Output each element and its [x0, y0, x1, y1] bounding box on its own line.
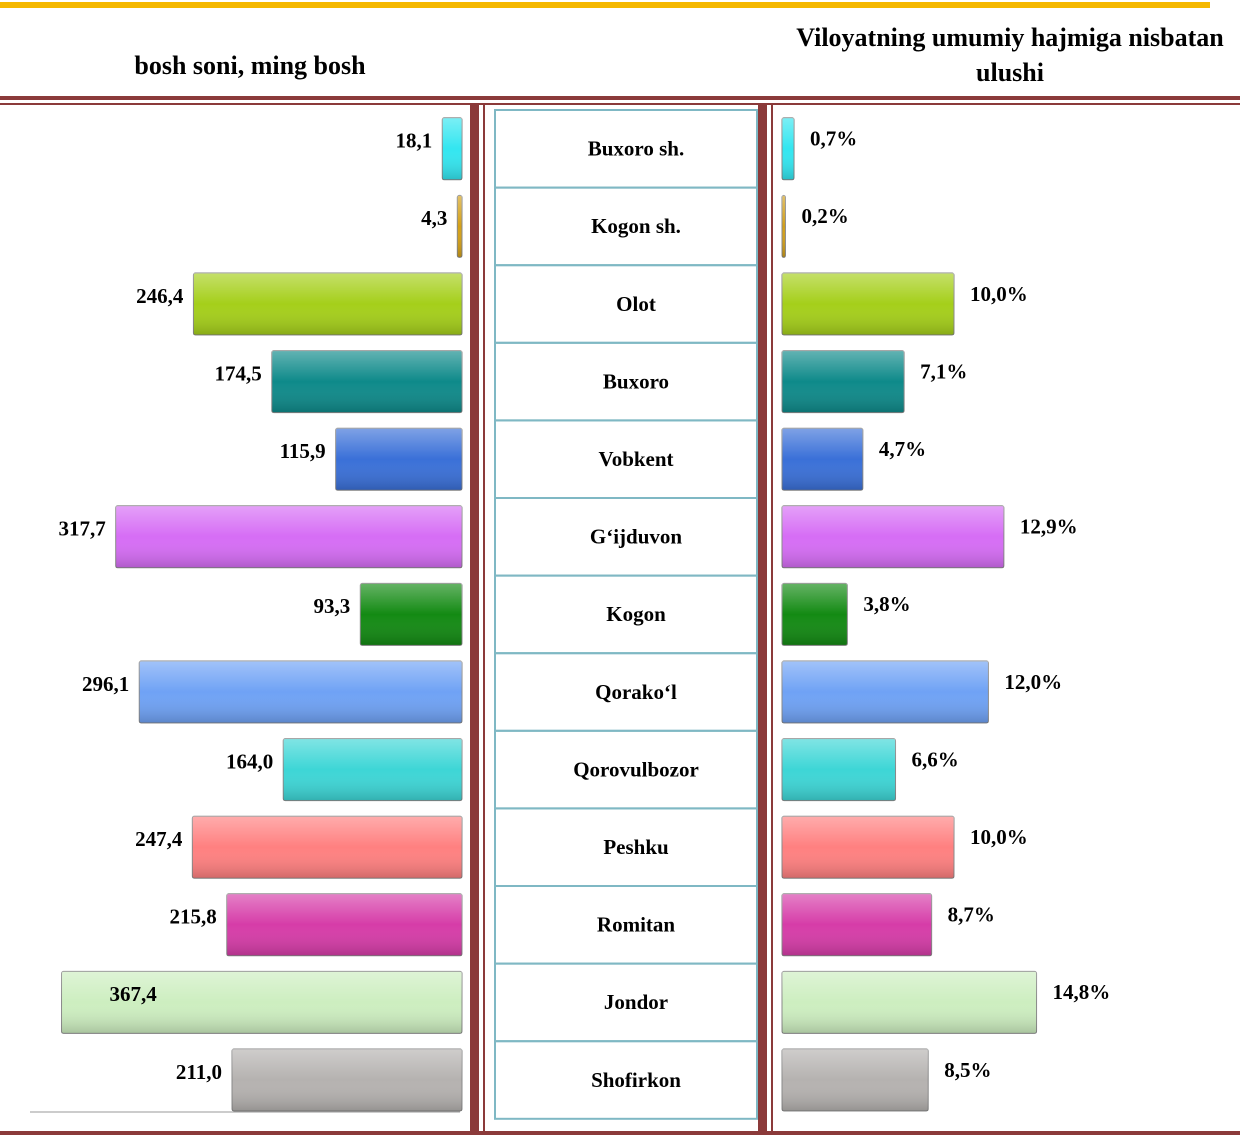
value-label: 164,0 [226, 749, 273, 773]
bar-shade [782, 1049, 929, 1111]
value-label: 12,0% [1004, 670, 1062, 694]
bar-shade [61, 971, 463, 1034]
value-label: 10,0% [970, 282, 1028, 306]
value-label: 4,3 [421, 206, 447, 230]
bar-shade [192, 816, 463, 879]
category-label: Peshku [603, 835, 669, 859]
divider [758, 105, 767, 1131]
value-label: 18,1 [396, 129, 433, 153]
bar-shade [782, 195, 786, 258]
bottom-rule [0, 1131, 1240, 1135]
left-header: bosh soni, ming bosh [134, 51, 366, 80]
right-header: Viloyatning umumiy hajmiga nisbatan ulus… [796, 23, 1224, 87]
bar-shade [782, 661, 989, 723]
value-label: 10,0% [970, 825, 1028, 849]
value-label: 0,7% [810, 127, 857, 151]
value-label: 8,7% [948, 903, 995, 927]
category-label: Romitan [597, 913, 675, 937]
bar-shade [335, 428, 462, 491]
value-label: 115,9 [280, 439, 326, 463]
bar-shade [782, 350, 905, 413]
header-rule [0, 103, 1240, 105]
category-label: Qorako‘l [595, 680, 677, 704]
value-label: 8,5% [944, 1058, 991, 1082]
value-label: 12,9% [1020, 515, 1078, 539]
value-label: 215,8 [170, 905, 217, 929]
category-label: Buxoro sh. [588, 137, 684, 161]
bar-shade [139, 661, 462, 723]
value-label: 3,8% [863, 592, 910, 616]
bar-shade [782, 738, 896, 801]
category-label: Olot [616, 292, 656, 316]
value-label: 211,0 [176, 1060, 222, 1084]
divider [470, 105, 479, 1131]
category-label: Buxoro [603, 369, 669, 393]
category-cell [494, 1040, 758, 1120]
value-label: 4,7% [879, 437, 926, 461]
category-label: Jondor [604, 990, 668, 1014]
value-label: 317,7 [58, 517, 105, 541]
bar-shade [226, 893, 462, 956]
bar-shade [782, 117, 795, 180]
value-label: 247,4 [135, 827, 183, 851]
value-label: 93,3 [314, 594, 351, 618]
bar-shade [271, 350, 462, 413]
category-label: G‘ijduvon [590, 525, 683, 549]
bar-shade [193, 273, 462, 335]
value-label: 14,8% [1053, 980, 1111, 1004]
value-label: 6,6% [912, 747, 959, 771]
bar-shade [283, 738, 462, 801]
category-label: Vobkent [598, 447, 673, 471]
category-label: Kogon [606, 602, 666, 626]
bar-shade [782, 505, 1004, 568]
bar-shade [232, 1049, 462, 1111]
bar-shade [115, 505, 462, 568]
bar-shade [782, 816, 954, 879]
value-label: 367,4 [110, 982, 158, 1006]
bar-shade [457, 195, 462, 258]
value-label: 0,2% [801, 204, 848, 228]
bar-shade [782, 893, 932, 956]
bar-shade [782, 583, 848, 646]
top-rule [0, 2, 1210, 8]
value-label: 7,1% [920, 359, 967, 383]
bar-shade [782, 971, 1037, 1034]
category-label: Shofirkon [591, 1068, 681, 1092]
value-label: 296,1 [82, 672, 129, 696]
bar-shade [442, 117, 462, 180]
bar-shade [782, 428, 863, 491]
value-label: 174,5 [215, 361, 262, 385]
value-label: 246,4 [136, 284, 184, 308]
bar-shade [360, 583, 462, 646]
category-label: Qorovulbozor [573, 757, 699, 781]
divider [771, 105, 773, 1131]
divider [483, 105, 485, 1131]
bar-shade [782, 273, 954, 335]
header-rule [0, 96, 1240, 100]
category-label: Kogon sh. [591, 214, 681, 238]
